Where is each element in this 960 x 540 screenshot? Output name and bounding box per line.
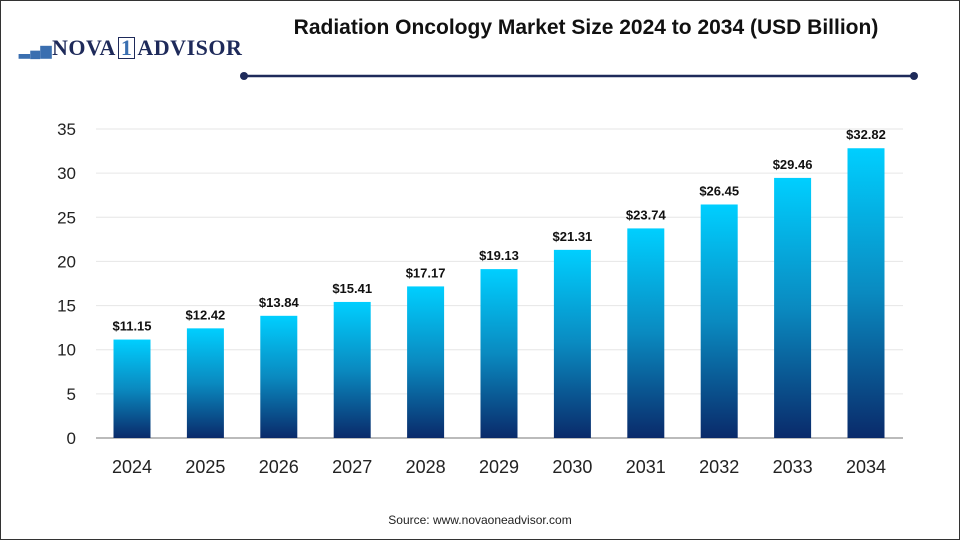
bar-2034 [847, 148, 885, 439]
x-tick-label: 2034 [846, 457, 886, 477]
bar-2026 [260, 315, 298, 438]
y-tick-label: 25 [57, 208, 76, 227]
title-line-dot-left [240, 72, 248, 80]
y-tick-label: 5 [67, 385, 76, 404]
bar-2033 [774, 177, 812, 438]
x-tick-label: 2031 [626, 457, 666, 477]
x-tick-label: 2028 [406, 457, 446, 477]
logo: ▂▄▆NOVA 1 ADVISOR [19, 35, 243, 60]
y-tick-label: 35 [57, 120, 76, 139]
data-label: $12.42 [186, 307, 226, 322]
y-tick-label: 15 [57, 297, 76, 316]
data-label: $19.13 [479, 248, 519, 263]
bar-2029 [480, 269, 518, 438]
x-tick-label: 2026 [259, 457, 299, 477]
data-label: $32.82 [846, 127, 886, 142]
x-tick-label: 2030 [552, 457, 592, 477]
bar-2025 [186, 328, 224, 438]
data-label: $13.84 [259, 295, 300, 310]
y-tick-label: 20 [57, 252, 76, 271]
data-label: $26.45 [699, 183, 739, 198]
y-tick-label: 0 [67, 429, 76, 448]
x-tick-label: 2024 [112, 457, 152, 477]
y-tick-label: 10 [57, 341, 76, 360]
data-label: $29.46 [773, 157, 813, 172]
source-note: Source: www.novaoneadvisor.com [388, 513, 572, 527]
x-tick-label: 2033 [773, 457, 813, 477]
title-line-dot-right [910, 72, 918, 80]
data-label: $15.41 [332, 281, 372, 296]
x-tick-label: 2025 [185, 457, 225, 477]
data-label: $23.74 [626, 207, 667, 222]
bar-2028 [407, 286, 445, 438]
bar-2031 [627, 228, 665, 438]
data-label: $17.17 [406, 265, 446, 280]
bar-2032 [700, 204, 738, 438]
bar-2024 [113, 339, 151, 438]
bar-2030 [553, 249, 591, 438]
x-tick-label: 2032 [699, 457, 739, 477]
y-tick-label: 30 [57, 164, 76, 183]
data-label: $21.31 [553, 229, 593, 244]
bar-2027 [333, 301, 371, 438]
chart-title: Radiation Oncology Market Size 2024 to 2… [293, 16, 879, 39]
x-tick-label: 2029 [479, 457, 519, 477]
x-tick-label: 2027 [332, 457, 372, 477]
data-label: $11.15 [112, 319, 151, 334]
logo-bars-icon: ▂▄▆ [19, 44, 52, 59]
